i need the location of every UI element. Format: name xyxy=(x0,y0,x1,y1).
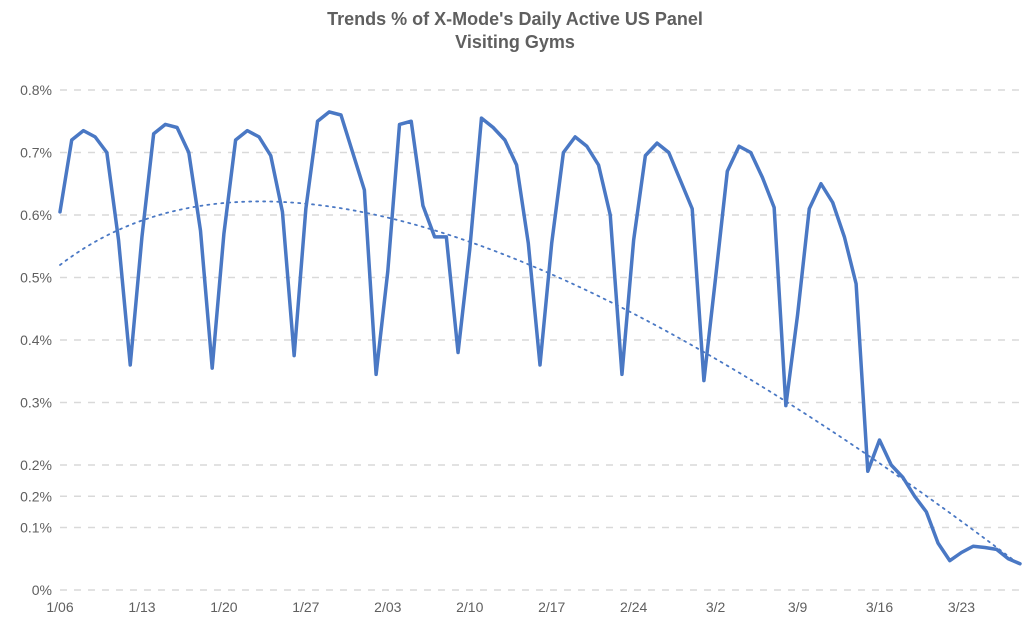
y-tick-label: 0.5% xyxy=(20,270,52,286)
y-tick-label: 0.6% xyxy=(20,207,52,223)
y-tick-label: 0.1% xyxy=(20,520,52,536)
x-tick-label: 2/10 xyxy=(456,599,483,615)
x-tick-label: 3/9 xyxy=(788,599,808,615)
y-tick-label: 0.4% xyxy=(20,332,52,348)
y-tick-label: 0% xyxy=(32,582,52,598)
x-tick-label: 2/03 xyxy=(374,599,401,615)
x-tick-label: 1/06 xyxy=(46,599,73,615)
x-tick-label: 3/23 xyxy=(948,599,975,615)
y-tick-label: 0.2% xyxy=(20,457,52,473)
y-tick-label: 0.7% xyxy=(20,145,52,161)
x-tick-label: 2/17 xyxy=(538,599,565,615)
y-tick-label: 0.8% xyxy=(20,82,52,98)
x-tick-label: 1/13 xyxy=(128,599,155,615)
y-tick-label: 0.3% xyxy=(20,395,52,411)
x-tick-label: 3/16 xyxy=(866,599,893,615)
chart-container: Trends % of X-Mode's Daily Active US Pan… xyxy=(0,0,1030,633)
chart-svg: 0% 0.1% 0.2% 0.2% 0.3% 0.4% 0.5% 0.6% 0.7% 0.8% 1/… xyxy=(0,0,1030,633)
x-tick-label: 1/27 xyxy=(292,599,319,615)
y-tick-label: 0.2% xyxy=(20,488,52,504)
x-tick-label: 3/2 xyxy=(706,599,726,615)
x-tick-label: 1/20 xyxy=(210,599,237,615)
x-tick-label: 2/24 xyxy=(620,599,647,615)
